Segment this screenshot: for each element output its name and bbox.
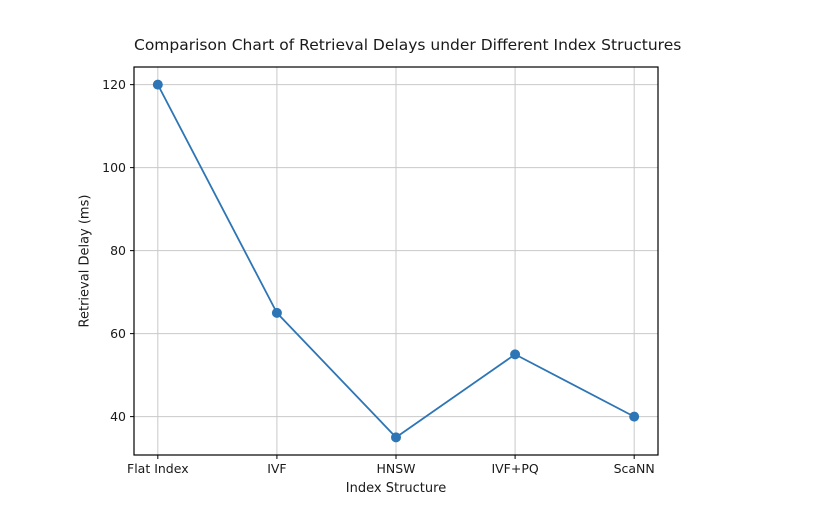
chart-title: Comparison Chart of Retrieval Delays und…: [134, 36, 682, 54]
x-tick-label: Flat Index: [127, 461, 189, 476]
y-tick-label: 40: [110, 409, 126, 424]
x-tick-label: IVF: [267, 461, 286, 476]
y-tick-label: 100: [102, 160, 126, 175]
y-tick-label: 60: [110, 326, 126, 341]
y-tick-label: 120: [102, 77, 126, 92]
x-tick-label: HNSW: [376, 461, 415, 476]
data-point: [629, 411, 640, 422]
x-axis-label: Index Structure: [345, 481, 447, 496]
data-point: [391, 432, 401, 443]
y-tick-label: 80: [110, 243, 126, 258]
data-point: [271, 307, 282, 318]
x-tick-label: ScaNN: [614, 461, 655, 476]
data-point: [152, 79, 163, 90]
data-point: [510, 349, 521, 360]
x-tick-label: IVF+PQ: [491, 461, 538, 476]
